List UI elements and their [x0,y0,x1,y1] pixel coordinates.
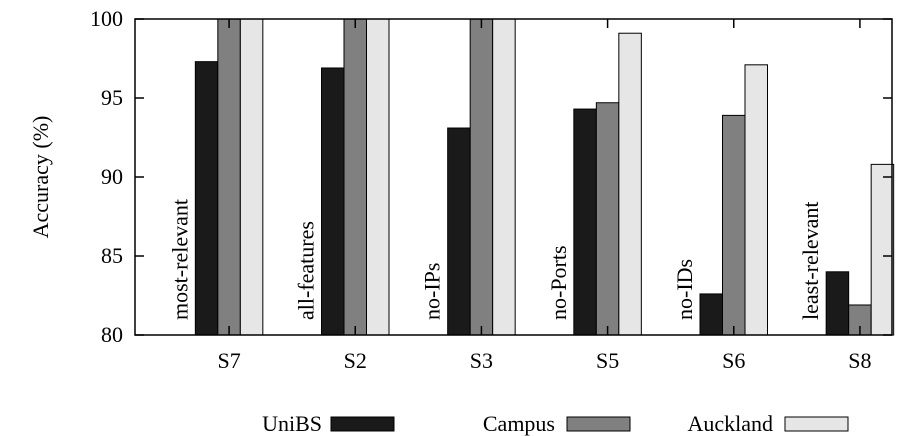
legend-swatch-unibs [330,416,395,432]
legend: UniBS Campus Auckland [262,411,849,436]
bar-campus-s2 [343,18,367,336]
x-tick-label: S7 [217,348,240,373]
x-tick-label: S6 [722,348,745,373]
group-label: all-features [294,221,319,320]
bar-auckland-s5 [618,32,642,336]
x-axis-ticks: S7 S2 S3 S5 S6 S8 [217,19,872,373]
group-labels-layer: most-relevant all-features no-IPs no-Ports n… [167,199,823,320]
legend-swatch-auckland [784,416,849,432]
bar-campus-s6 [722,114,746,336]
y-tick-label: 90 [101,164,123,189]
legend-label-unibs: UniBS [262,411,322,436]
group-label: most-relevant [167,199,192,320]
x-tick-label: S2 [344,348,367,373]
legend-label-auckland: Auckland [687,411,773,436]
y-axis-label: Accuracy (%) [28,116,53,239]
y-tick-label: 100 [90,6,123,31]
bar-unibs-s5 [573,108,597,336]
group-label: no-IDs [672,259,697,320]
legend-swatch-campus [566,416,631,432]
y-tick-label: 95 [101,85,123,110]
bar-unibs-s3 [447,127,471,336]
group-label: least-relevant [798,202,823,321]
bars-layer [194,18,895,336]
x-tick-label: S8 [848,348,871,373]
bar-unibs-s8 [825,271,850,336]
y-axis-ticks: 80 85 90 95 100 [90,6,892,347]
bar-campus-s5 [595,102,620,336]
y-tick-label: 85 [101,243,123,268]
group-label: no-IPs [420,263,445,320]
bar-unibs-s7 [194,61,219,336]
bar-auckland-s6 [744,64,768,336]
y-tick-label: 80 [101,322,123,347]
x-tick-label: S5 [596,348,619,373]
bar-auckland-s7 [239,18,264,336]
bar-campus-s3 [469,18,494,336]
bar-unibs-s2 [321,67,345,336]
bar-auckland-s2 [366,18,390,336]
x-tick-label: S3 [470,348,493,373]
bar-auckland-s3 [492,18,516,336]
legend-label-campus: Campus [483,411,555,436]
bar-campus-s7 [217,18,241,336]
bar-auckland-s8 [870,163,895,336]
bar-unibs-s6 [699,293,723,336]
group-label: no-Ports [546,245,571,320]
